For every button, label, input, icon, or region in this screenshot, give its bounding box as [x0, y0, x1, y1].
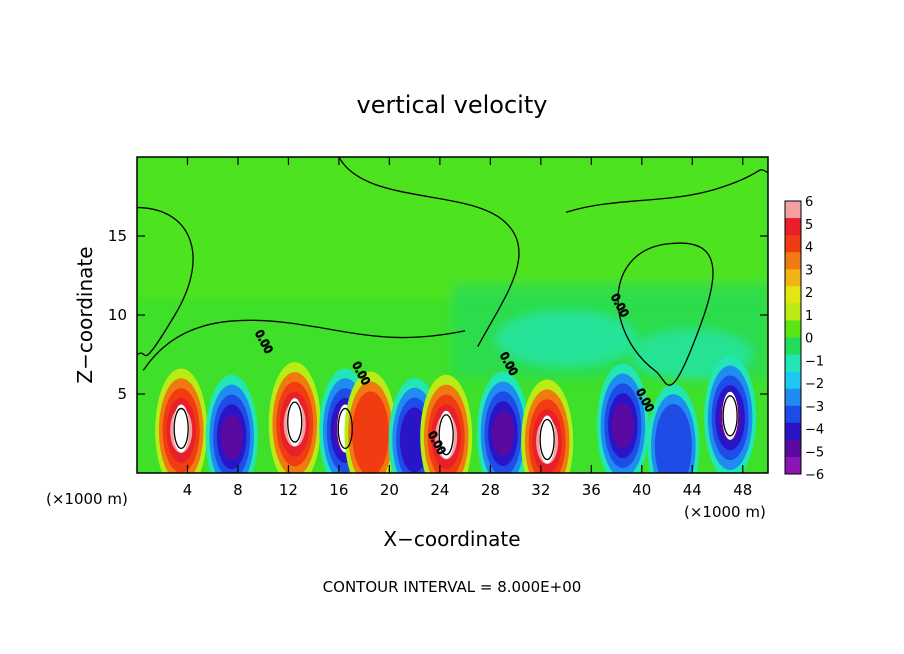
colorbar-swatch: [785, 320, 801, 338]
x-unit-left: (×1000 m): [46, 490, 128, 508]
updraft-core: [286, 398, 303, 447]
closed-contour: [438, 414, 454, 456]
closed-contour: [173, 407, 189, 450]
x-tick-label: 44: [683, 481, 702, 499]
x-tick-label: 36: [582, 481, 601, 499]
colorbar-swatch: [785, 388, 801, 407]
colorbar-frame: [784, 200, 802, 475]
updraft-cell-layer: [351, 391, 389, 473]
velocity-field: [137, 157, 768, 473]
x-tick-label: 28: [481, 481, 500, 499]
colorbar-label: −4: [805, 423, 824, 438]
closed-contour: [722, 395, 738, 437]
colorbar-swatch: [785, 235, 801, 253]
x-tick-label: 8: [233, 481, 243, 499]
colorbar-swatch: [785, 439, 801, 458]
x-axis-label: X−coordinate: [383, 527, 520, 551]
colorbar-label: −2: [805, 377, 824, 392]
downdraft-cell-layer: [491, 411, 515, 457]
colorbar-label: 1: [805, 309, 813, 324]
zero-contour: [137, 206, 194, 357]
field-shading: [137, 157, 768, 380]
y-axis-label: Z−coordinate: [73, 246, 97, 383]
colorbar-label: 4: [805, 241, 813, 256]
y-tick-label: 10: [108, 306, 127, 324]
contour-interval-note: CONTOUR INTERVAL = 8.000E+00: [323, 578, 582, 596]
zero-contour: [565, 169, 768, 213]
downdraft-cell-layer: [611, 403, 634, 449]
x-tick-label: 12: [279, 481, 298, 499]
x-tick-label: 48: [733, 481, 752, 499]
colorbar-swatch: [785, 303, 801, 321]
colorbar-swatch: [785, 286, 801, 304]
closed-contour: [337, 407, 353, 450]
y-axis: 5 10 15: [108, 227, 768, 403]
x-tick-label: 20: [380, 481, 399, 499]
zero-contour: [617, 242, 714, 386]
x-tick-label: 32: [531, 481, 550, 499]
downdraft-cell-layer: [654, 403, 692, 473]
colorbar-label: 2: [805, 286, 813, 301]
colorbar: 6 5 4 3 2 1 0 −1 −2 −3 −4 −5 −6: [784, 195, 824, 483]
downdraft-cell-layer: [220, 414, 243, 460]
chart-title: vertical velocity: [357, 91, 548, 119]
zero-contour: [338, 157, 520, 347]
colorbar-swatch: [785, 269, 801, 287]
closed-contour: [287, 401, 303, 443]
colorbar-swatch: [785, 371, 801, 390]
colorbar-label: 5: [805, 218, 813, 233]
zero-contour: [142, 319, 466, 371]
colorbar-swatch: [785, 405, 801, 424]
downdraft-core: [722, 391, 739, 440]
updraft-core: [539, 415, 556, 464]
colorbar-swatch: [785, 354, 801, 373]
x-tick-label: 24: [430, 481, 449, 499]
x-axis: 4 8 12 16 20 24 28 32 36 40 44 48: [183, 157, 752, 499]
mid-cyan-patch: [496, 310, 637, 367]
colorbar-label: 3: [805, 263, 813, 278]
updraft-core: [173, 404, 190, 453]
colorbar-label: −6: [805, 468, 824, 483]
colorbar-label: −1: [805, 354, 824, 369]
x-tick-label: 16: [329, 481, 348, 499]
y-tick-label: 5: [117, 385, 127, 403]
x-unit-right: (×1000 m): [684, 503, 766, 521]
colorbar-swatch: [785, 337, 801, 355]
colorbar-swatch: [785, 201, 801, 219]
closed-contour: [539, 418, 555, 461]
colorbar-label: −5: [805, 445, 824, 460]
colorbar-swatch: [785, 252, 801, 270]
colorbar-label: −3: [805, 400, 824, 415]
upper-band: [137, 157, 768, 300]
x-tick-label: 40: [632, 481, 651, 499]
y-tick-label: 15: [108, 227, 127, 245]
colorbar-label: 0: [805, 332, 813, 347]
x-tick-label: 4: [183, 481, 193, 499]
updraft-core: [438, 410, 455, 459]
colorbar-swatch: [785, 218, 801, 236]
colorbar-swatch: [785, 456, 801, 475]
colorbar-swatch: [785, 422, 801, 441]
plot-area: 0.000.000.000.000.000.00: [136, 156, 769, 474]
colorbar-label: 6: [805, 195, 813, 210]
